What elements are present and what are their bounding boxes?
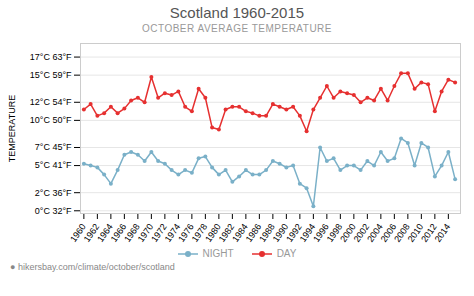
svg-text:1972: 1972: [149, 221, 169, 244]
svg-text:TEMPERATURE: TEMPERATURE: [7, 95, 17, 162]
svg-text:1980: 1980: [203, 221, 223, 244]
svg-text:15°C 59°F: 15°C 59°F: [30, 70, 72, 80]
html-text:OCTOBER AVERAGE TEMPERATURE: OCTOBER AVERAGE TEMPERATURE: [142, 23, 332, 34]
svg-text:2010: 2010: [405, 221, 426, 244]
svg-text:7°C 45°F: 7°C 45°F: [35, 142, 72, 152]
svg-text:1974: 1974: [162, 221, 183, 244]
svg-text:2006: 2006: [378, 221, 399, 244]
svg-text:5°C 41°F: 5°C 41°F: [35, 160, 72, 170]
svg-text:1988: 1988: [257, 221, 277, 244]
svg-text:10°C 50°F: 10°C 50°F: [30, 115, 72, 125]
svg-text:0°C 32°F: 0°C 32°F: [35, 206, 72, 216]
svg-text:1996: 1996: [311, 221, 331, 244]
svg-text:1960: 1960: [68, 221, 88, 244]
html-text:Scotland 1960-2015: Scotland 1960-2015: [169, 4, 305, 21]
svg-text:2°C 36°F: 2°C 36°F: [35, 188, 72, 198]
svg-text:2000: 2000: [338, 221, 358, 244]
svg-text:2004: 2004: [365, 221, 385, 244]
svg-text:1978: 1978: [189, 221, 210, 244]
svg-text:2014: 2014: [433, 222, 453, 244]
html-text:DAY: DAY: [276, 248, 297, 259]
svg-text:1982: 1982: [216, 221, 237, 244]
svg-text:2002: 2002: [351, 221, 372, 244]
svg-text:12°C 54°F: 12°C 54°F: [30, 97, 72, 107]
html-text:NIGHT: NIGHT: [202, 248, 234, 259]
svg-text:1962: 1962: [81, 221, 102, 244]
svg-text:1968: 1968: [122, 221, 142, 244]
svg-text:1998: 1998: [324, 221, 345, 244]
svg-text:2008: 2008: [392, 221, 412, 244]
svg-text:1966: 1966: [108, 221, 129, 244]
svg-text:1964: 1964: [95, 221, 115, 244]
svg-text:1992: 1992: [284, 221, 304, 244]
svg-text:1986: 1986: [243, 221, 264, 244]
svg-text:1976: 1976: [176, 221, 196, 244]
svg-text:2012: 2012: [419, 221, 439, 244]
svg-text:1990: 1990: [270, 221, 291, 244]
html-text:● hikersbay.com/climate/octobe: ● hikersbay.com/climate/october/scotland: [10, 262, 175, 272]
svg-text:1970: 1970: [135, 221, 156, 244]
svg-text:1994: 1994: [297, 221, 318, 244]
svg-text:1984: 1984: [230, 221, 250, 244]
svg-text:17°C 63°F: 17°C 63°F: [30, 52, 72, 62]
